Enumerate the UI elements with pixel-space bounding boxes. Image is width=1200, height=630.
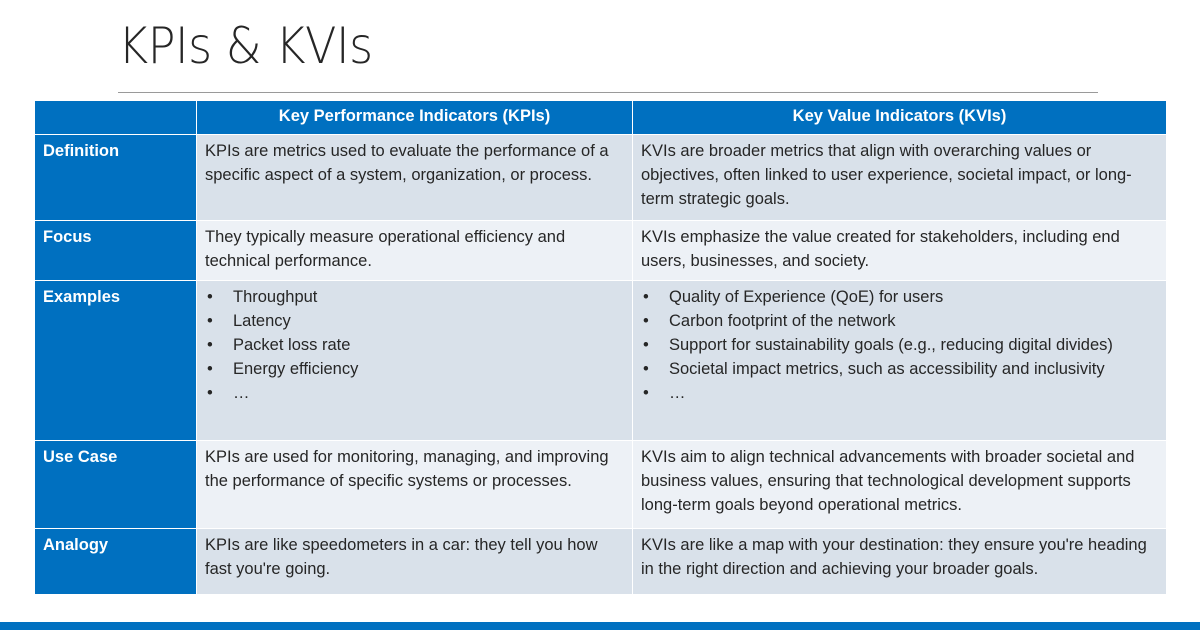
- row-label-use-case: Use Case: [34, 440, 197, 529]
- kvi-examples: Quality of Experience (QoE) for users Ca…: [632, 280, 1167, 441]
- kvi-use-case: KVIs aim to align technical advancements…: [632, 440, 1167, 529]
- table-row-focus: Focus They typically measure operational…: [34, 220, 1167, 281]
- header-corner: [34, 100, 197, 135]
- kvi-examples-list: Quality of Experience (QoE) for users Ca…: [641, 285, 1158, 405]
- list-item: Throughput: [205, 285, 624, 309]
- comparison-table: Key Performance Indicators (KPIs) Key Va…: [34, 100, 1167, 595]
- list-item: Quality of Experience (QoE) for users: [641, 285, 1158, 309]
- kpi-examples-list: Throughput Latency Packet loss rate Ener…: [205, 285, 624, 405]
- header-kvis: Key Value Indicators (KVIs): [632, 100, 1167, 135]
- list-item: Energy efficiency: [205, 357, 624, 381]
- kvi-analogy: KVIs are like a map with your destinatio…: [632, 528, 1167, 595]
- table-row-analogy: Analogy KPIs are like speedometers in a …: [34, 528, 1167, 595]
- row-label-analogy: Analogy: [34, 528, 197, 595]
- slide-title: KPIs & KVIs: [118, 17, 373, 75]
- list-item: Carbon footprint of the network: [641, 309, 1158, 333]
- list-item: Latency: [205, 309, 624, 333]
- row-label-definition: Definition: [34, 134, 197, 221]
- kpi-analogy: KPIs are like speedometers in a car: the…: [196, 528, 633, 595]
- kpi-use-case: KPIs are used for monitoring, managing, …: [196, 440, 633, 529]
- header-kpis: Key Performance Indicators (KPIs): [196, 100, 633, 135]
- row-label-focus: Focus: [34, 220, 197, 281]
- kvi-focus: KVIs emphasize the value created for sta…: [632, 220, 1167, 281]
- table-row-examples: Examples Throughput Latency Packet loss …: [34, 280, 1167, 441]
- kvi-definition: KVIs are broader metrics that align with…: [632, 134, 1167, 221]
- title-divider: [118, 92, 1098, 93]
- table-row-definition: Definition KPIs are metrics used to eval…: [34, 134, 1167, 221]
- list-item: …: [205, 381, 624, 405]
- table-header-row: Key Performance Indicators (KPIs) Key Va…: [34, 100, 1167, 135]
- list-item: Societal impact metrics, such as accessi…: [641, 357, 1158, 381]
- kpi-examples: Throughput Latency Packet loss rate Ener…: [196, 280, 633, 441]
- list-item: Packet loss rate: [205, 333, 624, 357]
- list-item: …: [641, 381, 1158, 405]
- footer-accent-bar: [0, 622, 1200, 630]
- list-item: Support for sustainability goals (e.g., …: [641, 333, 1158, 357]
- row-label-examples: Examples: [34, 280, 197, 441]
- table-row-use-case: Use Case KPIs are used for monitoring, m…: [34, 440, 1167, 529]
- kpi-definition: KPIs are metrics used to evaluate the pe…: [196, 134, 633, 221]
- kpi-focus: They typically measure operational effic…: [196, 220, 633, 281]
